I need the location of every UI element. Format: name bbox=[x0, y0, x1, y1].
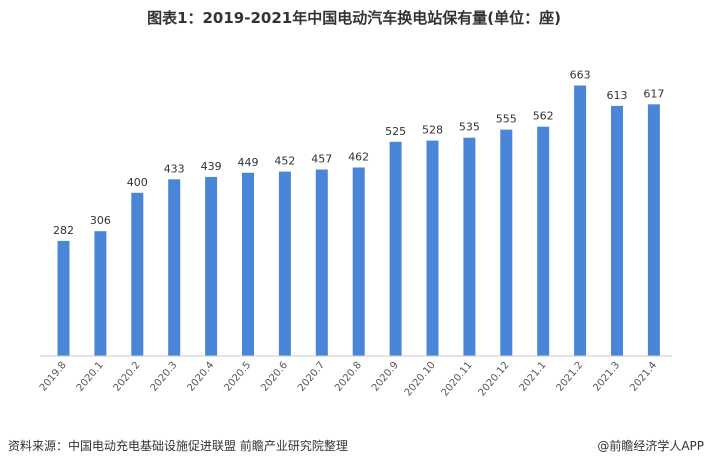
bar-2019.8 bbox=[57, 240, 70, 356]
bar-2021.2 bbox=[574, 85, 587, 356]
x-tick-label: 2020.11 bbox=[440, 360, 475, 399]
value-label: 433 bbox=[164, 162, 185, 175]
bar-2020.12 bbox=[500, 129, 513, 356]
bar-2020.5 bbox=[242, 172, 254, 356]
value-label: 528 bbox=[422, 124, 443, 137]
bar-2020.2 bbox=[131, 192, 144, 356]
x-tick-label: 2021.1 bbox=[518, 360, 549, 394]
x-tick-label: 2020.3 bbox=[149, 360, 180, 394]
x-tick-label: 2020.6 bbox=[259, 360, 290, 394]
x-tick-label: 2021.3 bbox=[591, 360, 622, 394]
x-tick-label: 2020.5 bbox=[222, 360, 253, 394]
bar-2020.7 bbox=[315, 169, 328, 356]
x-tick-label: 2020.1 bbox=[75, 360, 106, 394]
value-label: 306 bbox=[90, 214, 111, 227]
bar-2021.1 bbox=[537, 126, 550, 356]
value-label: 449 bbox=[238, 156, 259, 169]
bar-2020.9 bbox=[389, 141, 402, 356]
x-tick-label: 2021.2 bbox=[554, 360, 585, 394]
bar-2020.8 bbox=[352, 167, 365, 356]
bar-2020.10 bbox=[426, 140, 439, 356]
value-labels-group: 282 306 400 433 439 449 452 457 462 525 528 535 555 5… bbox=[53, 69, 664, 237]
value-label: 555 bbox=[496, 113, 517, 126]
value-label: 562 bbox=[533, 110, 554, 123]
chart-title: 图表1：2019-2021年中国电动汽车换电站保有量(单位：座) bbox=[147, 9, 561, 27]
bar-2020.4 bbox=[205, 176, 218, 356]
value-label: 617 bbox=[643, 87, 664, 100]
x-tick-label: 2020.7 bbox=[296, 360, 327, 394]
bar-2020.1 bbox=[94, 231, 107, 356]
x-tick-label: 2020.2 bbox=[112, 360, 143, 394]
x-tick-label: 2020.4 bbox=[185, 360, 216, 394]
bar-2020.6 bbox=[278, 171, 291, 356]
x-tick-label: 2021.4 bbox=[628, 360, 659, 394]
value-label: 282 bbox=[53, 224, 74, 237]
value-label: 452 bbox=[274, 155, 295, 168]
x-tick-labels-group: 2019.8 2020.1 2020.2 2020.3 2020.4 2020.5 2020… bbox=[38, 360, 659, 399]
source-note: 资料来源：中国电动充电基础设施促进联盟 前瞻产业研究院整理 bbox=[8, 439, 348, 453]
bar-2020.11 bbox=[463, 137, 476, 356]
x-tick-label: 2020.8 bbox=[333, 360, 364, 394]
bars-group bbox=[57, 85, 660, 357]
bar-2021.4 bbox=[647, 104, 660, 356]
x-tick-label: 2020.10 bbox=[403, 360, 438, 399]
value-label: 613 bbox=[607, 89, 628, 102]
brand-note: @前瞻经济学人APP bbox=[597, 439, 704, 453]
bar-2020.3 bbox=[168, 179, 181, 356]
bar-2021.3 bbox=[611, 105, 623, 357]
value-label: 525 bbox=[385, 125, 406, 138]
value-label: 462 bbox=[348, 151, 369, 164]
x-tick-label: 2019.8 bbox=[38, 360, 69, 394]
value-label: 457 bbox=[311, 153, 332, 166]
value-label: 400 bbox=[127, 176, 148, 189]
value-label: 663 bbox=[570, 69, 591, 82]
value-label: 535 bbox=[459, 121, 480, 134]
value-label: 439 bbox=[201, 160, 222, 173]
x-tick-label: 2020.12 bbox=[477, 360, 512, 399]
x-tick-label: 2020.9 bbox=[370, 360, 401, 394]
